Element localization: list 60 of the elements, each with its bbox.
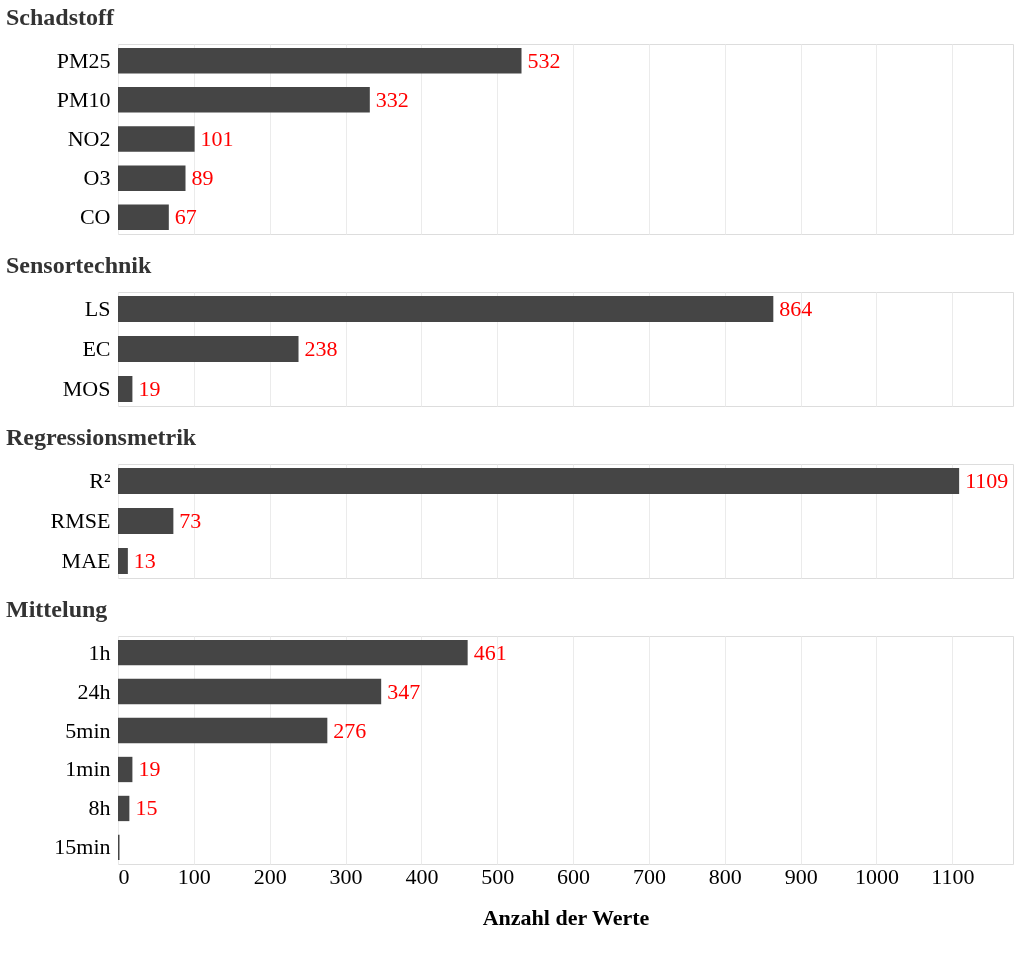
chart-title: Regressionsmetrik bbox=[6, 424, 197, 450]
data-label: 73 bbox=[179, 508, 202, 533]
x-tick-label: 200 bbox=[253, 863, 287, 889]
y-tick-label: LS bbox=[84, 296, 111, 321]
x-tick-label: 100 bbox=[177, 863, 211, 889]
y-tick-label: 24h bbox=[77, 678, 111, 704]
data-label: 276 bbox=[333, 717, 367, 743]
bar bbox=[118, 678, 382, 705]
x-tick-label: 600 bbox=[557, 863, 591, 889]
x-tick-label: 500 bbox=[481, 863, 515, 889]
y-tick-label: MAE bbox=[61, 548, 111, 573]
data-label: 347 bbox=[387, 678, 421, 704]
y-tick-label: 8h bbox=[88, 795, 111, 821]
chart-title: Schadstoff bbox=[6, 4, 116, 30]
x-tick-label: 1000 bbox=[854, 863, 899, 889]
data-label: 1109 bbox=[965, 468, 1009, 493]
x-tick-label: 900 bbox=[784, 863, 818, 889]
data-label: 864 bbox=[779, 296, 813, 321]
data-label: 89 bbox=[191, 165, 214, 191]
y-tick-label: O3 bbox=[83, 165, 111, 191]
bar bbox=[118, 87, 370, 113]
x-tick-label: 800 bbox=[708, 863, 742, 889]
data-label: 461 bbox=[473, 639, 507, 665]
chart-title: Mittelung bbox=[6, 596, 108, 622]
x-tick-label: 700 bbox=[632, 863, 666, 889]
y-tick-label: 5min bbox=[65, 717, 111, 743]
bar bbox=[118, 717, 328, 744]
data-label: 15 bbox=[135, 795, 158, 821]
x-axis-title: Anzahl der Werte bbox=[482, 904, 650, 930]
y-tick-label: EC bbox=[82, 336, 111, 361]
x-tick-label: 400 bbox=[405, 863, 439, 889]
bar bbox=[118, 204, 169, 231]
bar bbox=[118, 795, 130, 822]
bar bbox=[118, 165, 186, 191]
data-label: 101 bbox=[200, 126, 234, 151]
data-label: 19 bbox=[138, 376, 161, 401]
y-tick-label: MOS bbox=[62, 376, 111, 401]
y-tick-label: 15min bbox=[54, 834, 111, 860]
bar bbox=[118, 126, 195, 152]
y-tick-label: PM25 bbox=[56, 47, 111, 73]
bar bbox=[118, 47, 522, 74]
x-tick-label: 300 bbox=[329, 863, 363, 889]
y-tick-label: PM10 bbox=[56, 86, 111, 112]
data-label: 332 bbox=[375, 86, 409, 112]
y-tick-label: CO bbox=[79, 204, 111, 230]
x-tick-label: 0 bbox=[118, 863, 130, 889]
y-tick-label: R² bbox=[89, 468, 111, 493]
data-label: 67 bbox=[174, 204, 197, 230]
data-label: 238 bbox=[304, 336, 338, 361]
x-tick-label: 1100 bbox=[931, 863, 975, 889]
y-tick-label: RMSE bbox=[50, 508, 111, 533]
bar bbox=[118, 639, 468, 666]
data-label: 13 bbox=[133, 548, 156, 573]
y-tick-label: 1h bbox=[88, 639, 111, 665]
y-tick-label: 1min bbox=[65, 756, 111, 782]
data-label: 532 bbox=[527, 47, 561, 73]
data-label: 19 bbox=[138, 756, 161, 782]
chart-title: Sensortechnik bbox=[6, 252, 152, 278]
bar bbox=[118, 756, 133, 783]
y-tick-label: NO2 bbox=[67, 126, 111, 151]
